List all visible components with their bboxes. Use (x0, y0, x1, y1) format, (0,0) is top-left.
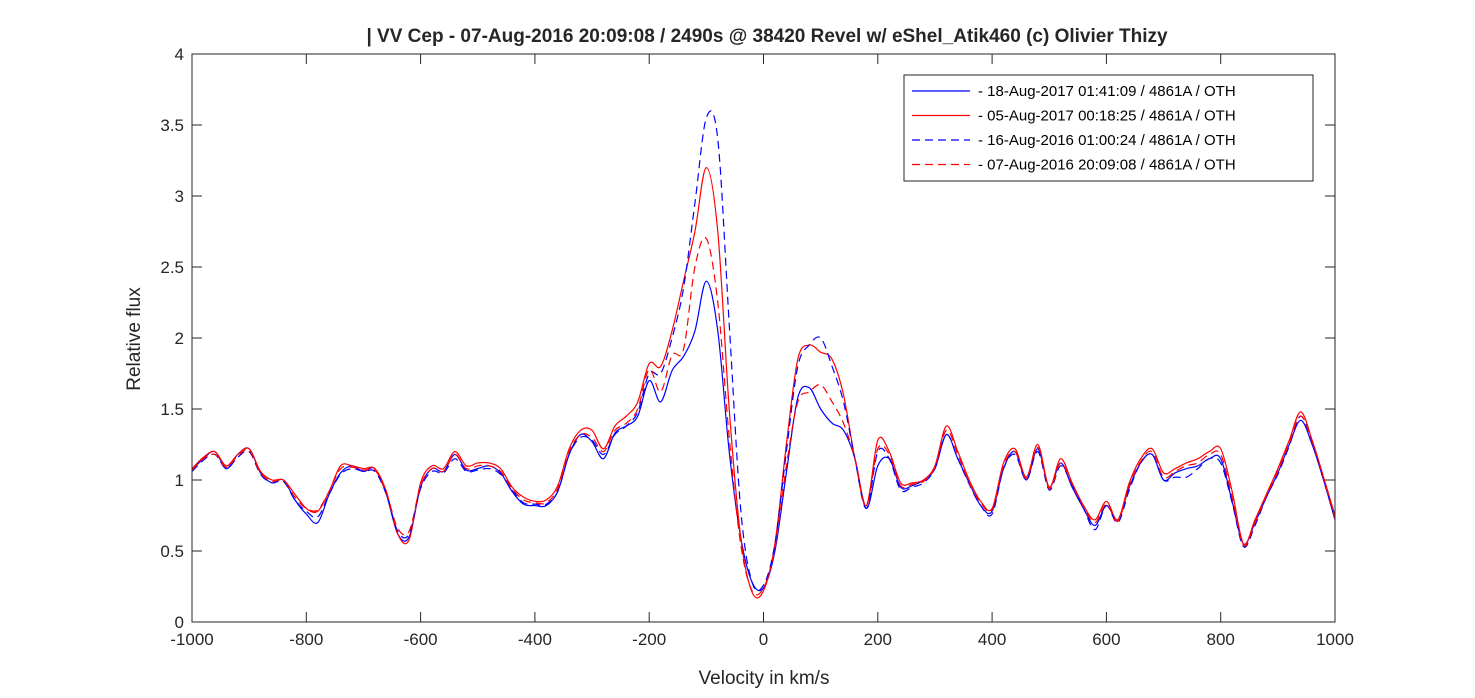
legend-label-2: - 05-Aug-2017 00:18:25 / 4861A / OTH (978, 108, 1236, 125)
legend-label-4: - 07-Aug-2016 20:09:08 / 4861A / OTH (978, 157, 1236, 174)
legend-box (903, 74, 1314, 182)
x-tick-label: 1000 (1316, 630, 1354, 649)
y-tick-label: 2 (175, 329, 184, 348)
y-axis-ticks: 0 0.5 1 1.5 2 2.5 3 3.5 4 (160, 45, 1335, 632)
x-axis-ticks: -1000 -800 -600 -400 -200 0 200 400 600 800 1000 (170, 54, 1354, 649)
x-tick-label: -200 (632, 630, 666, 649)
y-tick-label: 3.5 (160, 116, 184, 135)
x-tick-label: -600 (404, 630, 438, 649)
x-tick-label: 0 (759, 630, 768, 649)
y-tick-label: 3 (175, 187, 184, 206)
y-tick-label: 1 (175, 471, 184, 490)
series-line-4 (191, 236, 1336, 596)
y-tick-label: 0.5 (160, 542, 184, 561)
legend: - 18-Aug-2017 01:41:09 / 4861A / OTH - 05… (903, 74, 1314, 182)
series-line-2 (191, 166, 1336, 599)
x-tick-label: 800 (1207, 630, 1235, 649)
x-axis-label: Velocity in km/s (699, 668, 830, 689)
y-tick-label: 0 (175, 613, 184, 632)
chart-title: | VV Cep - 07-Aug-2016 20:09:08 / 2490s … (366, 26, 1168, 47)
y-tick-label: 2.5 (160, 258, 184, 277)
plot-area-border (191, 53, 1336, 623)
x-tick-label: -1000 (170, 630, 213, 649)
legend-label-3: - 16-Aug-2016 01:00:24 / 4861A / OTH (978, 132, 1236, 149)
x-tick-label: 600 (1092, 630, 1120, 649)
plot-series (191, 110, 1336, 599)
y-axis-label: Relative flux (124, 287, 145, 391)
legend-label-1: - 18-Aug-2017 01:41:09 / 4861A / OTH (978, 83, 1236, 100)
series-line-3 (191, 110, 1336, 592)
x-tick-label: 200 (864, 630, 892, 649)
x-tick-label: 400 (978, 630, 1006, 649)
series-line-1 (191, 280, 1336, 592)
x-tick-label: -800 (289, 630, 323, 649)
y-tick-label: 4 (175, 45, 184, 64)
y-tick-label: 1.5 (160, 400, 184, 419)
x-tick-label: -400 (518, 630, 552, 649)
